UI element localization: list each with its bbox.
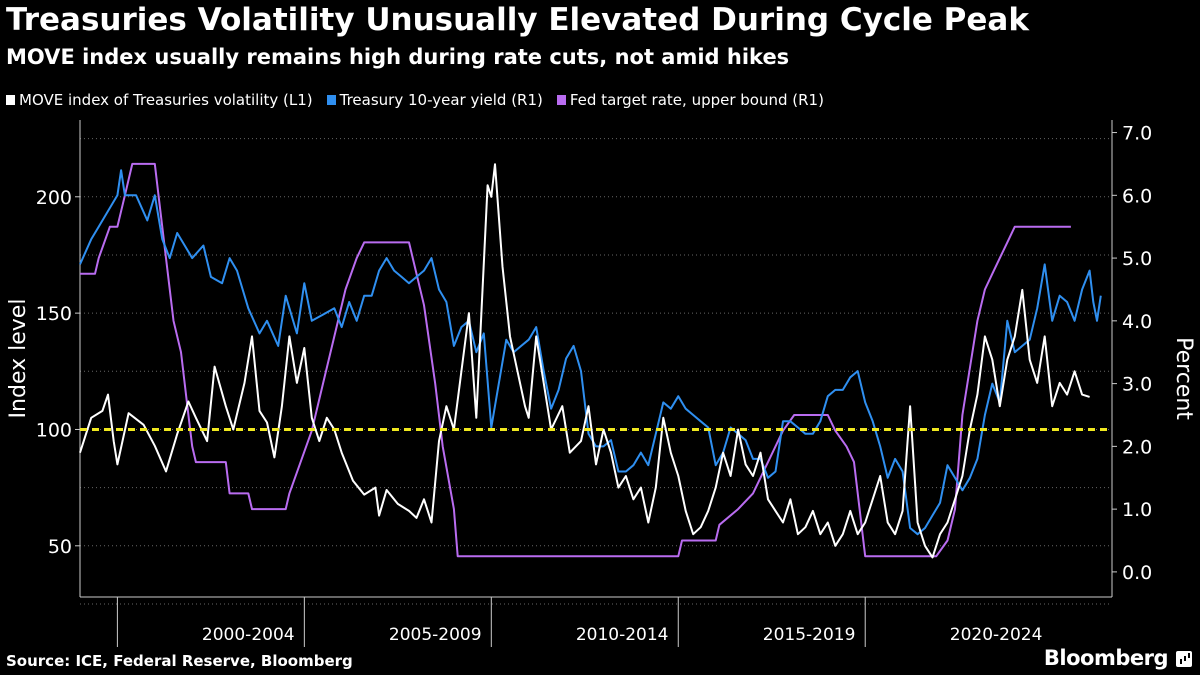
x-tick-label: 2005-2009 [389, 625, 482, 645]
chart-title: Treasuries Volatility Unusually Elevated… [6, 2, 1029, 38]
legend-swatch-treasury-yield [326, 95, 336, 105]
legend-item-fed-rate: Fed target rate, upper bound (R1) [556, 91, 824, 109]
right-tick-label: 6.0 [1122, 185, 1152, 207]
x-tick-label: 2000-2004 [202, 625, 295, 645]
right-tick-label: 3.0 [1122, 374, 1152, 396]
right-tick-label: 1.0 [1122, 499, 1152, 521]
legend-item-treasury-yield: Treasury 10-year yield (R1) [326, 91, 543, 109]
legend-label-fed-rate: Fed target rate, upper bound (R1) [569, 91, 824, 109]
left-tick-label: 200 [36, 187, 72, 209]
treasury-yield-line [79, 169, 1102, 536]
legend: MOVE index of Treasuries volatility (L1)… [6, 91, 824, 109]
move-index-line [79, 163, 1090, 559]
source-note: Source: ICE, Federal Reserve, Bloomberg [6, 652, 353, 670]
x-tick-label: 2010-2014 [576, 625, 669, 645]
left-axis-title: Index level [6, 299, 31, 419]
legend-item-move: MOVE index of Treasuries volatility (L1) [6, 91, 313, 109]
right-axis-title: Percent [1171, 337, 1196, 420]
legend-label-treasury-yield: Treasury 10-year yield (R1) [339, 91, 543, 109]
legend-swatch-move [6, 95, 15, 105]
legend-label-move: MOVE index of Treasuries volatility (L1) [19, 91, 313, 109]
right-tick-label: 7.0 [1122, 123, 1152, 145]
right-tick-label: 0.0 [1122, 562, 1152, 584]
x-tick-label: 2020-2024 [950, 625, 1043, 645]
x-tick-label: 2015-2019 [763, 625, 856, 645]
bloomberg-logo: Bloomberg [1043, 646, 1169, 670]
left-tick-label: 150 [36, 303, 72, 325]
bloomberg-chart-icon [1176, 651, 1192, 667]
chart-subtitle: MOVE index usually remains high during r… [6, 45, 790, 69]
right-tick-label: 5.0 [1122, 248, 1152, 270]
right-tick-label: 4.0 [1122, 311, 1152, 333]
right-tick-label: 2.0 [1122, 436, 1152, 458]
legend-swatch-fed-rate [556, 95, 566, 105]
left-tick-label: 50 [48, 536, 72, 558]
fed-rate-line [80, 162, 1071, 558]
chart-area: 2000-2004 2005-2009 2010-2014 2015-2019 2020… [6, 120, 1196, 647]
left-tick-label: 100 [36, 419, 72, 441]
